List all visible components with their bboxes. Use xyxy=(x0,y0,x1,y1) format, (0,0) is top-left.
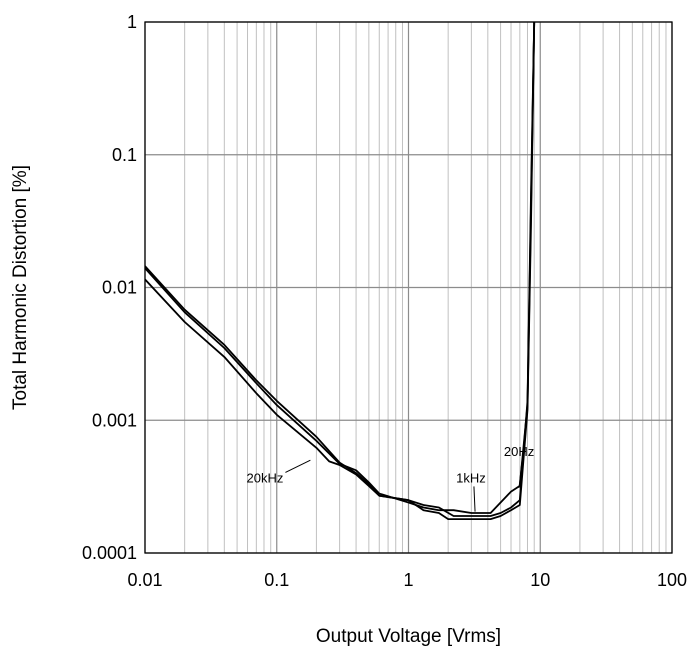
series-label-1khz: 1kHz xyxy=(456,470,486,485)
annotations: 20Hz 1kHz 20kHz xyxy=(247,444,534,512)
plot-frame xyxy=(144,21,673,554)
x-axis-title: Output Voltage [Vrms] xyxy=(316,626,501,647)
x-tick-label: 10 xyxy=(530,570,550,590)
y-tick-label: 0.001 xyxy=(92,410,137,430)
series-lines xyxy=(145,22,536,520)
series-line-20khz xyxy=(145,22,536,520)
series-label-20hz: 20Hz xyxy=(504,444,534,459)
x-tick-label: 1 xyxy=(403,570,413,590)
leader-line xyxy=(285,459,311,473)
y-tick-label: 0.0001 xyxy=(82,543,137,563)
y-tick-label: 1 xyxy=(127,12,137,32)
y-tick-label: 0.1 xyxy=(112,145,137,165)
leader-line xyxy=(473,486,476,512)
grid-lines xyxy=(144,21,673,554)
x-tick-label: 100 xyxy=(657,570,687,590)
y-tick-labels: 0.0001 0.001 0.01 0.1 1 xyxy=(82,12,137,563)
series-label-20khz: 20kHz xyxy=(247,470,284,485)
series-line-1khz xyxy=(145,22,536,517)
x-tick-label: 0.1 xyxy=(264,570,289,590)
y-tick-label: 0.01 xyxy=(102,278,137,298)
y-axis-title: Total Harmonic Distortion [%] xyxy=(10,165,31,410)
x-tick-labels: 0.01 0.1 1 10 100 xyxy=(127,570,687,590)
x-tick-label: 0.01 xyxy=(127,570,162,590)
leader-line xyxy=(518,459,523,488)
